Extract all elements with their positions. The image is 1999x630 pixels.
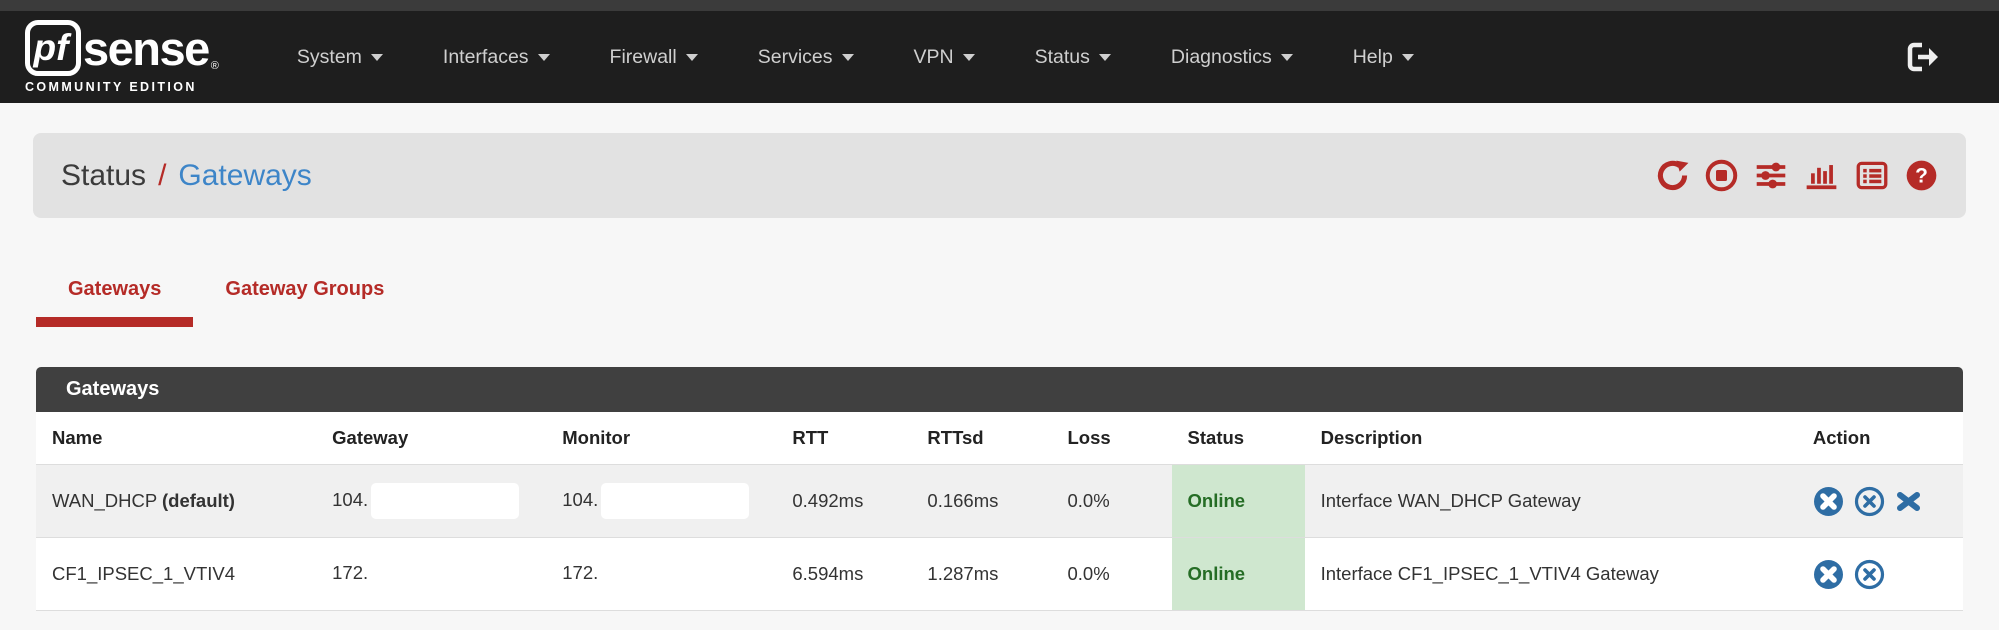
breadcrumb-separator: / <box>158 158 167 192</box>
rtt-value: 0.492ms <box>776 464 912 538</box>
chevron-down-icon <box>962 53 975 61</box>
gateway-address: 104. <box>316 464 547 538</box>
menu-vpn-label: VPN <box>913 45 954 68</box>
gateway-description: Interface CF1_IPSEC_1_VTIV4 Gateway <box>1304 537 1797 611</box>
chevron-down-icon <box>1401 53 1414 61</box>
redacted-ip <box>601 483 750 519</box>
menu-firewall[interactable]: Firewall <box>580 46 728 69</box>
chevron-down-icon <box>370 53 383 61</box>
menu-services[interactable]: Services <box>728 46 884 69</box>
registered-mark: ® <box>210 60 219 72</box>
redacted-ip <box>371 483 520 519</box>
page-tabs: Gateways Gateway Groups <box>36 278 1963 327</box>
table-row: CF1_IPSEC_1_VTIV4 172. 172. 6.594ms 1.28… <box>36 537 1963 611</box>
community-edition-label: COMMUNITY EDITION <box>25 80 197 94</box>
col-header-rttsd: RTTsd <box>911 412 1052 465</box>
gateway-address-text: 104. <box>332 488 369 510</box>
menu-help-label: Help <box>1352 45 1393 68</box>
svg-text:?: ? <box>1915 165 1928 188</box>
main-navbar: pf sense ® COMMUNITY EDITION System Inte… <box>0 11 1999 103</box>
col-header-name: Name <box>36 412 317 465</box>
rtt-value: 6.594ms <box>776 537 912 611</box>
circle-x-outline-icon[interactable] <box>1854 486 1885 517</box>
loss-value: 0.0% <box>1051 464 1172 538</box>
gateway-description: Interface WAN_DHCP Gateway <box>1304 464 1797 538</box>
row-actions <box>1796 464 1963 538</box>
col-header-action: Action <box>1796 412 1963 465</box>
menu-system-label: System <box>296 45 362 68</box>
gateway-default-flag: (default) <box>162 490 235 511</box>
gateway-address-text: 172. <box>332 561 369 583</box>
status-badge: Online <box>1171 464 1305 538</box>
menu-interfaces[interactable]: Interfaces <box>413 46 580 69</box>
breadcrumb: Status / Gateways <box>33 133 1966 218</box>
gateways-panel: Gateways Name Gateway Monitor RTT RTTsd … <box>36 367 1963 611</box>
pfsense-logo-pf-box: pf <box>25 20 81 76</box>
redacted-ip <box>371 556 520 592</box>
stop-icon[interactable] <box>1705 159 1738 192</box>
breadcrumb-actions: ? <box>1656 159 1938 192</box>
menu-status[interactable]: Status <box>1005 46 1141 69</box>
tab-gateways[interactable]: Gateways <box>36 278 194 327</box>
menu-services-label: Services <box>757 45 833 68</box>
status-badge: Online <box>1171 537 1305 611</box>
circle-x-solid-icon[interactable] <box>1813 486 1844 517</box>
gateway-address: 172. <box>316 537 547 611</box>
chevron-down-icon <box>1098 53 1111 61</box>
monitoring-graph-icon[interactable] <box>1804 159 1839 192</box>
redacted-ip <box>601 556 750 592</box>
gateway-name-text: WAN_DHCP <box>52 490 157 511</box>
menu-help[interactable]: Help <box>1323 46 1444 69</box>
sign-out-icon[interactable] <box>1905 41 1941 73</box>
monitor-address-text: 104. <box>562 488 599 510</box>
menu-vpn[interactable]: VPN <box>884 46 1005 69</box>
x-mark-icon[interactable] <box>1895 486 1922 517</box>
col-header-status: Status <box>1171 412 1305 465</box>
menu-diagnostics[interactable]: Diagnostics <box>1141 46 1323 69</box>
row-actions <box>1796 537 1963 611</box>
gateway-name: CF1_IPSEC_1_VTIV4 <box>36 537 317 611</box>
refresh-icon[interactable] <box>1656 159 1689 192</box>
col-header-rtt: RTT <box>776 412 912 465</box>
circle-x-solid-icon[interactable] <box>1813 559 1844 590</box>
gateway-name: WAN_DHCP (default) <box>36 464 317 538</box>
log-view-icon[interactable] <box>1855 159 1889 192</box>
table-header-row: Name Gateway Monitor RTT RTTsd Loss Stat… <box>36 412 1963 465</box>
chevron-down-icon <box>1280 53 1293 61</box>
menu-system[interactable]: System <box>267 46 413 69</box>
loss-value: 0.0% <box>1051 537 1172 611</box>
navbar-menu: System Interfaces Firewall Services VPN … <box>267 46 1444 69</box>
col-header-description: Description <box>1304 412 1797 465</box>
col-header-monitor: Monitor <box>546 412 777 465</box>
pfsense-logo-row: pf sense ® <box>25 20 219 76</box>
monitor-address: 172. <box>546 537 777 611</box>
monitor-address-text: 172. <box>562 561 599 583</box>
gateways-table: Name Gateway Monitor RTT RTTsd Loss Stat… <box>36 412 1963 611</box>
menu-firewall-label: Firewall <box>609 45 677 68</box>
menu-diagnostics-label: Diagnostics <box>1170 45 1272 68</box>
menu-status-label: Status <box>1034 45 1090 68</box>
chevron-down-icon <box>841 53 854 61</box>
col-header-loss: Loss <box>1051 412 1172 465</box>
rttsd-value: 0.166ms <box>911 464 1052 538</box>
col-header-gateway: Gateway <box>316 412 547 465</box>
circle-x-outline-icon[interactable] <box>1854 559 1885 590</box>
browser-top-strip <box>0 0 1999 11</box>
breadcrumb-section: Status <box>61 158 147 192</box>
chevron-down-icon <box>685 53 698 61</box>
rttsd-value: 1.287ms <box>911 537 1052 611</box>
table-row: WAN_DHCP (default) 104. 104. 0.492ms 0.1… <box>36 464 1963 538</box>
menu-interfaces-label: Interfaces <box>442 45 529 68</box>
pfsense-logo[interactable]: pf sense ® COMMUNITY EDITION <box>25 20 219 94</box>
pfsense-logo-sense: sense <box>83 21 210 75</box>
breadcrumb-page-link[interactable]: Gateways <box>178 158 312 192</box>
sliders-icon[interactable] <box>1754 159 1788 192</box>
help-icon[interactable]: ? <box>1905 159 1938 192</box>
tab-gateway-groups[interactable]: Gateway Groups <box>225 278 385 300</box>
gateway-name-text: CF1_IPSEC_1_VTIV4 <box>52 563 236 584</box>
chevron-down-icon <box>537 53 550 61</box>
panel-title: Gateways <box>36 367 1963 412</box>
monitor-address: 104. <box>546 464 777 538</box>
